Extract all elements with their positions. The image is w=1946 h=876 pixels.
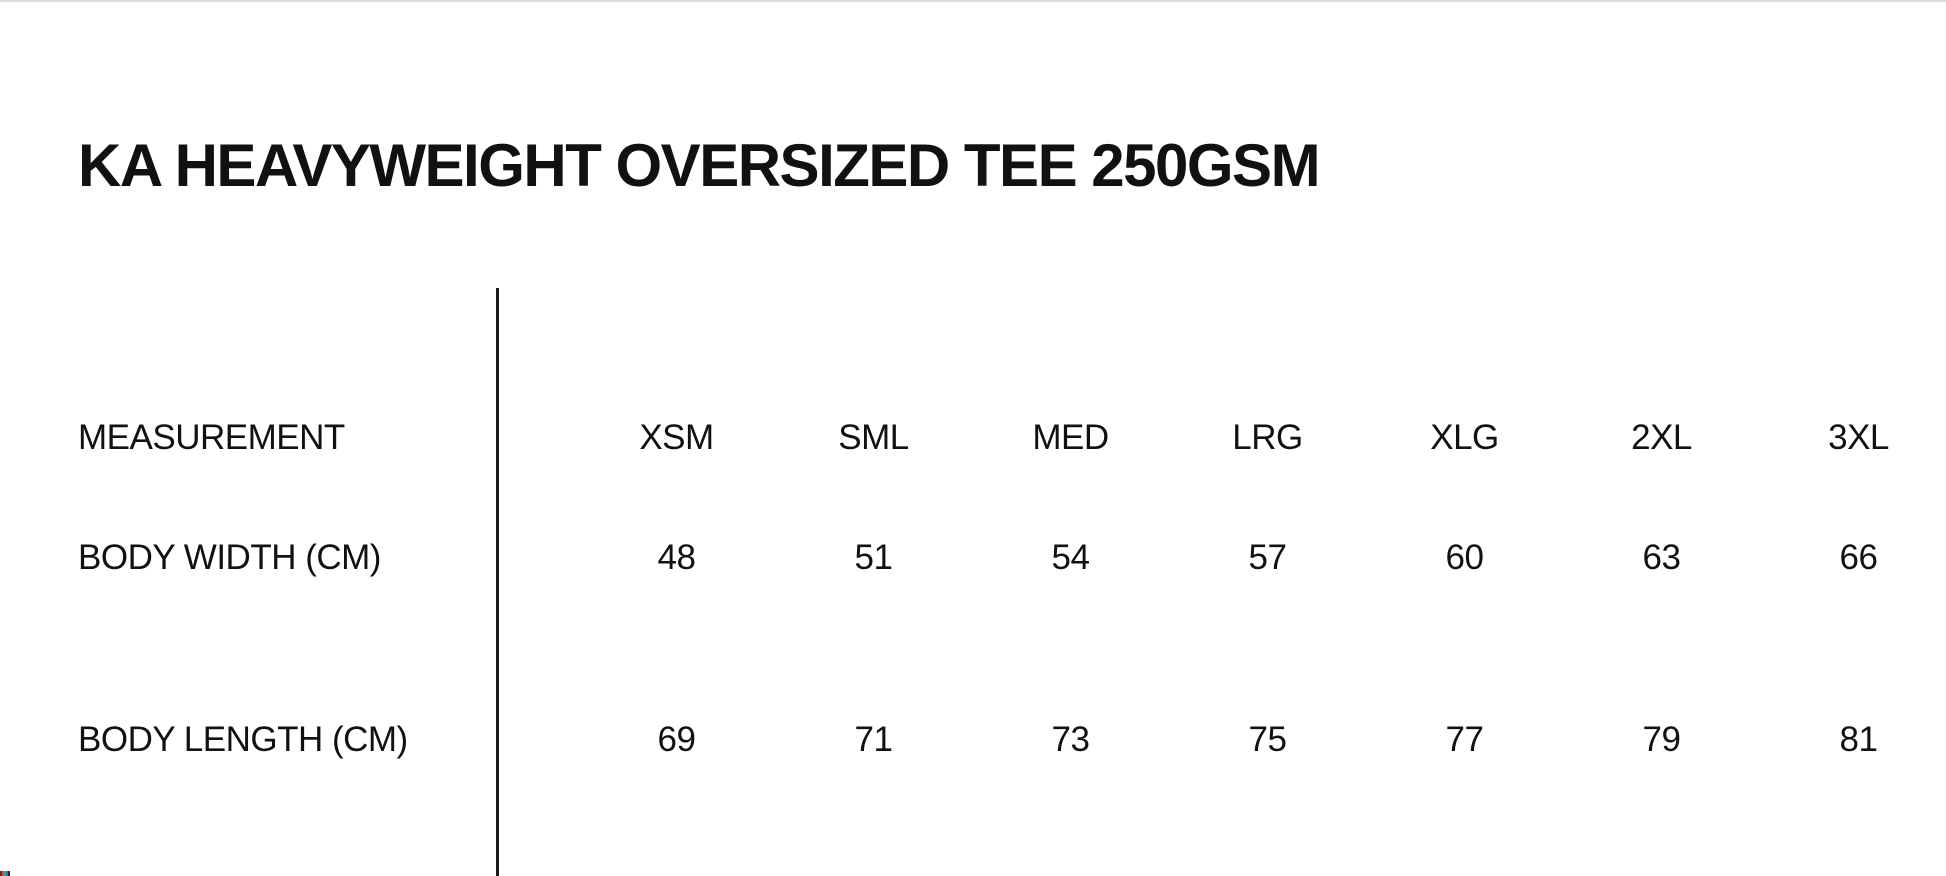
body-width-sml-value: 51 bbox=[854, 538, 893, 577]
body-length-sml-value: 71 bbox=[854, 720, 893, 759]
body-width-lrg-value: 57 bbox=[1248, 538, 1287, 577]
body-length-med-value: 73 bbox=[1051, 720, 1090, 759]
body-length-row-label: BODY LENGTH (CM) bbox=[78, 720, 408, 759]
header-med: MED bbox=[1032, 418, 1109, 457]
body-length-row: BODY LENGTH (CM) 69 71 73 75 77 79 81 bbox=[0, 712, 1946, 768]
header-xsm: XSM bbox=[639, 418, 714, 457]
body-length-3xl-value: 81 bbox=[1839, 720, 1878, 759]
artifact-color-swatch bbox=[4, 871, 6, 876]
artifact-color-swatch bbox=[0, 871, 2, 876]
header-measurement: MEASUREMENT bbox=[78, 418, 345, 457]
body-width-xlg-value: 60 bbox=[1445, 538, 1484, 577]
body-length-xlg-value: 77 bbox=[1445, 720, 1484, 759]
header-2xl: 2XL bbox=[1631, 418, 1692, 457]
bottom-left-pixel-artifact bbox=[0, 871, 10, 876]
artifact-color-swatch bbox=[2, 871, 4, 876]
window-top-edge bbox=[0, 0, 1946, 2]
body-width-med-value: 54 bbox=[1051, 538, 1090, 577]
header-sml: SML bbox=[838, 418, 909, 457]
header-lrg: LRG bbox=[1232, 418, 1303, 457]
artifact-color-swatch bbox=[8, 871, 10, 876]
body-length-2xl-value: 79 bbox=[1642, 720, 1681, 759]
size-chart-header-row: MEASUREMENT XSM SML MED LRG XLG 2XL 3XL bbox=[0, 410, 1946, 466]
body-width-row: BODY WIDTH (CM) 48 51 54 57 60 63 66 bbox=[0, 530, 1946, 586]
body-width-xsm-value: 48 bbox=[657, 538, 696, 577]
label-column-divider-line bbox=[496, 288, 499, 876]
body-width-row-label: BODY WIDTH (CM) bbox=[78, 538, 381, 577]
body-length-lrg-value: 75 bbox=[1248, 720, 1287, 759]
body-width-2xl-value: 63 bbox=[1642, 538, 1681, 577]
size-chart-title: KA HEAVYWEIGHT OVERSIZED TEE 250GSM bbox=[78, 132, 1321, 200]
artifact-color-swatch bbox=[6, 871, 8, 876]
body-length-xsm-value: 69 bbox=[657, 720, 696, 759]
body-width-3xl-value: 66 bbox=[1839, 538, 1878, 577]
header-3xl: 3XL bbox=[1828, 418, 1889, 457]
header-xlg: XLG bbox=[1430, 418, 1499, 457]
